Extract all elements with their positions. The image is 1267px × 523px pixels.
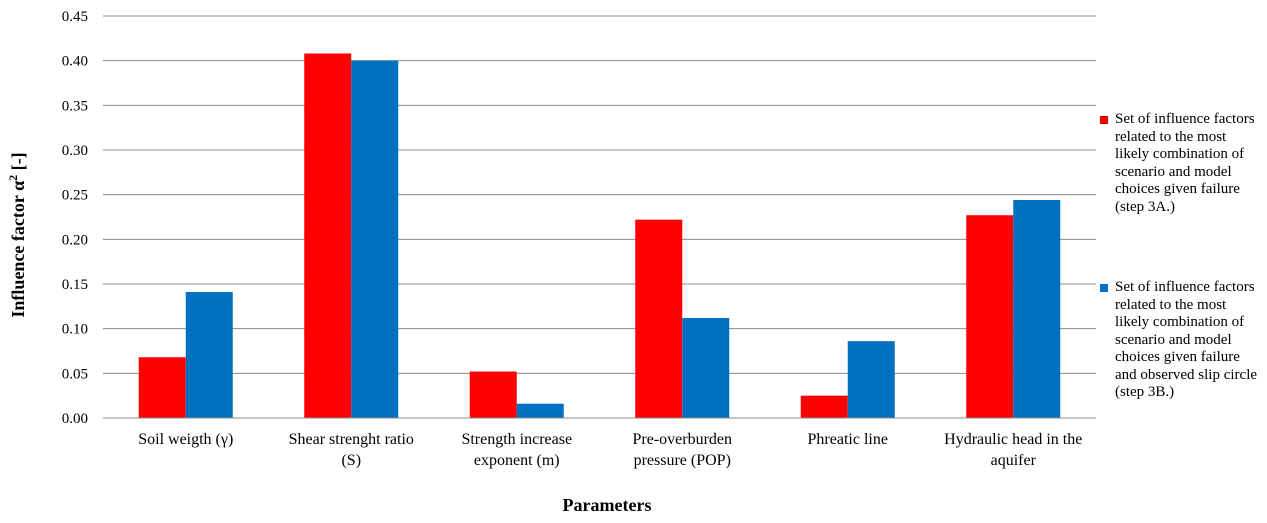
bar-step-3b <box>185 292 233 418</box>
legend-swatch-blue <box>1100 284 1108 292</box>
legend-label: Set of influence factors related to the m… <box>1115 279 1258 400</box>
legend-item-step-3a: Set of influence factors related to the m… <box>1100 111 1265 216</box>
bar-step-3b <box>682 317 730 418</box>
y-tick-label: 0.00 <box>62 411 88 427</box>
bar-step-3b <box>516 403 564 418</box>
y-tick-label: 0.40 <box>62 54 88 70</box>
x-tick-label: Strength increase exponent (m) <box>461 431 572 469</box>
bar-step-3a <box>635 219 683 418</box>
legend-item-step-3b: Set of influence factors related to the m… <box>1100 279 1265 402</box>
legend-label: Set of influence factors related to the m… <box>1115 111 1255 215</box>
x-tick-label: Phreatic line <box>808 431 888 448</box>
y-axis-title-unit: [-] <box>8 152 28 174</box>
y-tick-label: 0.10 <box>62 322 88 338</box>
x-tick-label: Soil weigth (γ) <box>138 431 233 448</box>
bar-step-3a <box>966 215 1014 418</box>
bar-step-3b <box>1013 200 1061 418</box>
legend: Set of influence factors related to the m… <box>1100 0 1265 518</box>
bar-step-3a <box>469 371 517 418</box>
y-tick-label: 0.30 <box>62 143 88 159</box>
y-axis-title: Influence factor α2 [-] <box>6 152 28 317</box>
y-axis-title-superscript: 2 <box>6 175 20 181</box>
y-tick-label: 0.35 <box>62 98 88 114</box>
axes: 0.00 0.05 0.10 0.15 0.20 0.25 0.30 0.35 0.40 0.45… <box>62 9 1096 469</box>
y-tick-label: 0.20 <box>62 232 88 248</box>
x-axis-title: Parameters <box>563 495 652 515</box>
y-tick-label: 0.05 <box>62 366 88 382</box>
x-tick-label: Pre-overburden pressure (POP) <box>632 431 732 469</box>
y-tick-label: 0.25 <box>62 188 88 204</box>
y-tick-label: 0.15 <box>62 277 88 293</box>
y-axis-title-main: Influence factor α <box>8 181 28 318</box>
bar-step-3a <box>138 357 186 418</box>
bar-step-3a <box>800 395 848 418</box>
bars <box>138 53 1061 419</box>
x-tick-label: Hydraulic head in the aquifer <box>944 431 1082 469</box>
gridlines <box>103 15 1096 374</box>
bar-step-3b <box>847 341 895 418</box>
legend-swatch-red <box>1100 116 1108 124</box>
x-tick-label: Shear strenght ratio (S) <box>289 431 414 469</box>
bar-step-3a <box>304 53 352 419</box>
y-tick-label: 0.45 <box>62 9 88 25</box>
bar-step-3b <box>351 60 399 419</box>
